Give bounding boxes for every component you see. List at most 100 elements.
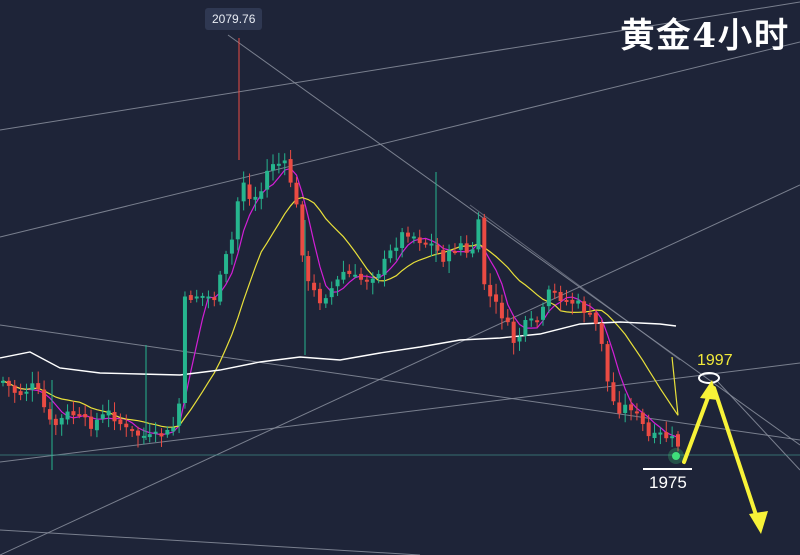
candle-body (546, 289, 551, 307)
candle-body (247, 184, 252, 199)
candle-body (364, 279, 369, 282)
candle-73 (423, 238, 428, 248)
candle-body (177, 403, 182, 426)
candle-26 (147, 423, 152, 443)
candle-body (499, 302, 504, 319)
candle-9 (47, 402, 52, 425)
candle-49 (282, 153, 287, 176)
candle-body (587, 312, 592, 315)
candle-body (188, 295, 193, 300)
candle-7 (36, 371, 41, 395)
up-arrow-shaft (682, 390, 712, 464)
candle-body (30, 383, 35, 390)
candle-5 (24, 383, 29, 402)
candle-14 (77, 407, 82, 419)
candle-body (640, 412, 645, 425)
candle-91 (529, 311, 534, 327)
candle-44 (253, 186, 258, 211)
candle-70 (406, 226, 410, 243)
candle-body (482, 217, 487, 285)
candle-41 (235, 197, 240, 251)
candle-body (629, 404, 634, 411)
candle-body (265, 170, 270, 190)
candle-body (634, 411, 639, 414)
candle-11 (59, 414, 64, 436)
candle-100 (582, 296, 587, 323)
candle-42 (241, 171, 246, 211)
candle-21 (118, 413, 123, 431)
trendline-10 (469, 204, 681, 361)
candle-58 (335, 275, 340, 296)
candle-99 (576, 293, 581, 309)
candle-body (464, 243, 469, 253)
candle-body (1, 380, 5, 383)
candle-body (470, 249, 475, 254)
candle-body (241, 182, 246, 202)
candle-body (24, 391, 29, 394)
candle-body (106, 410, 111, 416)
candle-23 (130, 425, 135, 438)
candle-body (335, 279, 340, 287)
candle-body (582, 301, 587, 313)
candle-16 (89, 409, 94, 437)
candle-48 (276, 152, 281, 174)
candle-body (94, 419, 99, 431)
candle-body (570, 299, 575, 304)
candle-116 (676, 431, 680, 452)
candle-body (458, 243, 463, 250)
candle-30 (171, 416, 176, 436)
candle-body (218, 274, 223, 302)
up-arrow-head (700, 380, 718, 400)
candle-62 (359, 267, 364, 285)
ma-mid-line (2, 196, 679, 428)
candle-body (288, 159, 293, 183)
candle-115 (670, 426, 675, 448)
candle-body (552, 290, 557, 293)
candle-body (417, 237, 422, 244)
candle-body (77, 414, 82, 417)
candle-78 (452, 243, 457, 255)
candles (1, 38, 680, 470)
candle-body (47, 409, 52, 420)
candle-89 (517, 327, 522, 351)
candle-10 (53, 414, 58, 436)
candle-39 (224, 250, 229, 283)
candle-111 (646, 414, 651, 442)
candle-31 (177, 398, 182, 434)
candle-59 (341, 260, 346, 284)
candle-body (541, 306, 545, 320)
candle-113 (658, 427, 663, 445)
candle-37 (212, 291, 217, 307)
candle-body (658, 432, 663, 435)
candle-body (370, 278, 375, 283)
candle-body (259, 191, 264, 199)
candle-body (394, 247, 399, 251)
trendline-2 (0, 41, 800, 238)
candle-body (12, 385, 17, 393)
trendline-1 (0, 1, 800, 131)
candle-17 (94, 412, 99, 438)
candle-65 (376, 270, 381, 284)
candle-112 (652, 424, 657, 444)
candle-body (341, 271, 346, 280)
candle-body (147, 434, 152, 438)
candle-body (617, 402, 622, 414)
candle-body (676, 434, 680, 447)
candle-body (153, 431, 158, 434)
candle-body (599, 323, 604, 344)
candle-19 (106, 399, 111, 428)
candle-24 (136, 426, 140, 448)
chart-title: 黄金4小时 (620, 16, 790, 56)
candle-106 (617, 391, 622, 419)
candle-75 (435, 238, 440, 255)
candle-body (100, 414, 105, 419)
current-price-dot (672, 452, 680, 460)
candle-body (576, 300, 581, 304)
candle-body (670, 436, 675, 439)
ma-slow-line (0, 321, 677, 376)
candle-body (411, 236, 416, 239)
candle-body (306, 256, 311, 282)
candle-body (112, 412, 117, 422)
candle-body (376, 273, 381, 279)
candle-body (441, 250, 446, 262)
